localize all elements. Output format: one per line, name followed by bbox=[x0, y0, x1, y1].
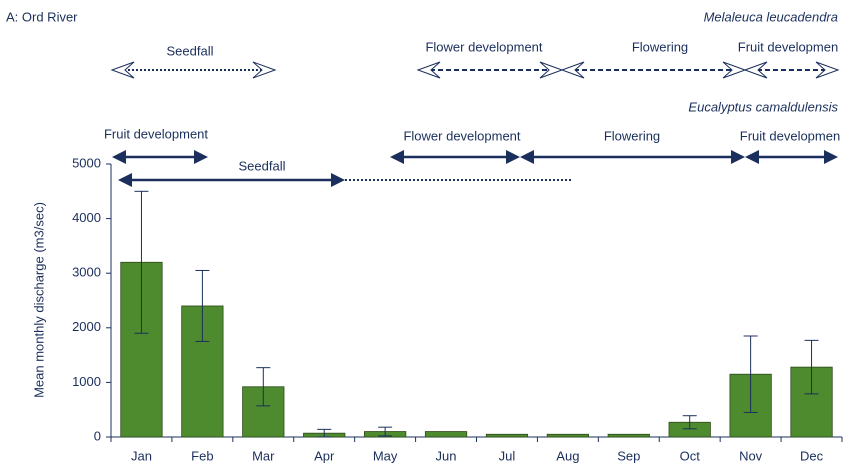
error-bar bbox=[256, 367, 271, 407]
y-tick-label: 2000 bbox=[72, 319, 101, 334]
phase-label: Fruit development bbox=[104, 126, 208, 141]
y-tick-label: 0 bbox=[94, 428, 101, 443]
phase-label: Fruit developmen bbox=[738, 39, 838, 54]
arrow-head bbox=[252, 61, 277, 79]
phase-label: Flowering bbox=[604, 128, 660, 143]
arrow-head bbox=[722, 61, 747, 79]
arrow-head bbox=[118, 173, 132, 187]
phase-label: Flowering bbox=[632, 39, 688, 54]
phase-label: Flower development bbox=[425, 39, 542, 54]
error-bar bbox=[682, 415, 697, 430]
bar bbox=[120, 261, 163, 438]
x-tick-label: Oct bbox=[680, 448, 701, 463]
species-name: Eucalyptus camaldulensis bbox=[688, 99, 838, 114]
y-axis-label: Mean monthly discharge (m3/sec) bbox=[31, 202, 46, 398]
arrow-head bbox=[560, 61, 585, 79]
arrow-head bbox=[506, 150, 520, 164]
arrow-head bbox=[824, 150, 838, 164]
arrow-head bbox=[194, 150, 208, 164]
x-tick-label: Sep bbox=[617, 448, 640, 463]
bar bbox=[607, 433, 650, 438]
y-tick-label: 3000 bbox=[72, 265, 101, 280]
phase-label: Seedfall bbox=[167, 43, 214, 58]
arrow-head bbox=[520, 150, 534, 164]
error-bar bbox=[195, 269, 210, 342]
y-tick-label: 5000 bbox=[72, 155, 101, 170]
arrow-head bbox=[539, 61, 564, 79]
arrow-head bbox=[731, 150, 745, 164]
bar bbox=[424, 431, 468, 438]
x-tick-label: Feb bbox=[191, 448, 213, 463]
arrow-head bbox=[390, 150, 404, 164]
phase-label: Seedfall bbox=[239, 158, 286, 173]
arrow-head bbox=[745, 150, 759, 164]
arrow-head bbox=[815, 61, 840, 79]
arrow-head bbox=[110, 61, 135, 79]
error-bar bbox=[134, 190, 149, 334]
chart-title: A: Ord River bbox=[6, 9, 78, 24]
y-tick-label: 1000 bbox=[72, 374, 101, 389]
phase-label: Flower development bbox=[403, 128, 520, 143]
error-bar bbox=[804, 339, 819, 395]
x-tick-label: Jul bbox=[499, 448, 516, 463]
x-tick-label: Nov bbox=[739, 448, 763, 463]
x-tick-label: Apr bbox=[314, 448, 335, 463]
phase-label: Fruit developmen bbox=[740, 128, 840, 143]
x-tick-label: Jun bbox=[436, 448, 457, 463]
x-tick-label: Jan bbox=[131, 448, 152, 463]
bar bbox=[546, 433, 589, 438]
arrow-head bbox=[416, 61, 441, 79]
arrow-head bbox=[743, 61, 768, 79]
x-tick-label: Aug bbox=[556, 448, 579, 463]
arrow-head bbox=[112, 150, 126, 164]
y-tick-label: 4000 bbox=[72, 210, 101, 225]
bar bbox=[485, 433, 529, 438]
x-tick-label: Dec bbox=[800, 448, 824, 463]
x-tick-label: Mar bbox=[252, 448, 275, 463]
error-bar bbox=[743, 335, 758, 413]
x-tick-label: May bbox=[373, 448, 398, 463]
error-bar bbox=[317, 428, 332, 438]
error-bar bbox=[378, 426, 393, 437]
species-name: Melaleuca leucadendra bbox=[704, 9, 838, 24]
arrow-head bbox=[331, 173, 345, 187]
